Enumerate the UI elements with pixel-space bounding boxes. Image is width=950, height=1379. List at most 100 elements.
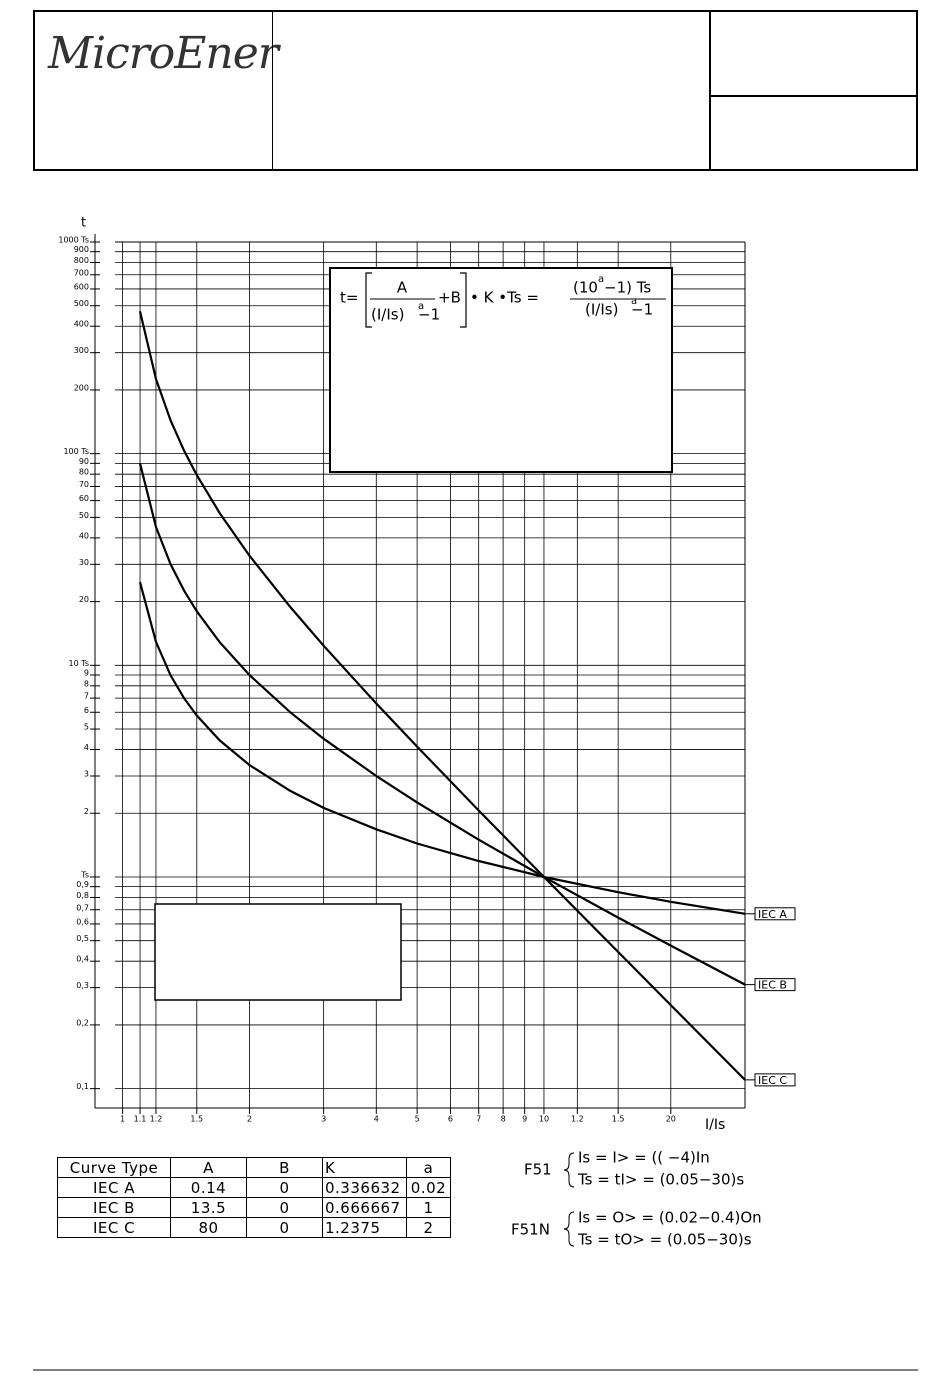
legend-label: IEC A (758, 908, 787, 921)
y-tick-label: 40 (79, 531, 89, 540)
setting-text: Ts = tI> = (0.05−30)s (577, 1171, 744, 1189)
formula-text: t= (340, 289, 358, 307)
table-cell: a (406, 1157, 451, 1178)
y-tick-label: 20 (79, 595, 89, 604)
y-tick-label: 3 (84, 769, 89, 778)
x-tick-label: 1.5 (190, 1115, 203, 1124)
table-row: IEC C 80 0 1.2375 2 (57, 1217, 451, 1238)
table-cell: 0 (246, 1177, 323, 1198)
formula-text: a (418, 301, 424, 312)
formula-text: −1 (631, 301, 653, 319)
y-tick-label: 30 (79, 558, 89, 567)
x-tick-label: 3 (321, 1115, 326, 1124)
table-row: IEC A 0.14 0 0.336632 0.02 (57, 1177, 451, 1198)
x-tick-label: 2 (247, 1115, 252, 1124)
x-tick-label: 10 (539, 1115, 549, 1124)
divider (709, 12, 711, 169)
x-tick-label: 1 (120, 1115, 125, 1124)
x-tick-label: 1.1 (134, 1115, 147, 1124)
y-tick-label: 8 (84, 679, 89, 688)
y-tick-label: 1000 Ts (58, 236, 89, 245)
table-cell: 0.02 (406, 1177, 451, 1198)
formula-text: a (631, 296, 637, 307)
curve (138, 310, 746, 1081)
table-cell: 0 (246, 1197, 323, 1218)
y-tick-label: 0,4 (76, 955, 89, 964)
table-cell: 0 (246, 1217, 323, 1238)
table-row: IEC B 13.5 0 0.666667 1 (57, 1197, 451, 1218)
table-cell: Curve Type (57, 1157, 171, 1178)
y-tick-label: 0,6 (76, 917, 89, 926)
legend-box (754, 907, 796, 921)
y-tick-label: 9 (84, 669, 89, 678)
logo: MicroEner (48, 28, 279, 79)
y-axis-label: t (81, 216, 86, 231)
x-tick-label: 1.2 (571, 1115, 584, 1124)
y-tick-label: 700 (74, 268, 89, 277)
y-tick-label: 0,7 (76, 903, 89, 912)
x-tick-label: 7 (476, 1115, 481, 1124)
y-tick-label: 6 (84, 706, 89, 715)
y-tick-label: 0,3 (76, 981, 89, 990)
table-cell: IEC B (57, 1197, 171, 1218)
formula-text: a (598, 274, 604, 285)
table-cell: 0.336632 (322, 1177, 407, 1198)
table-cell: IEC A (57, 1177, 171, 1198)
y-tick-label: Ts (80, 870, 89, 879)
y-tick-label: 800 (74, 256, 89, 265)
table-cell: IEC C (57, 1217, 171, 1238)
table-cell: 0.666667 (322, 1197, 407, 1218)
setting-label: F51N (511, 1221, 550, 1239)
formula-box (329, 267, 673, 473)
setting-text: Ts = tO> = (0.05−30)s (577, 1231, 752, 1249)
settings: F51 Is = I> = (( −4)In Ts = tI> = (0.05−… (511, 1149, 762, 1249)
y-tick-label: 0,5 (76, 934, 89, 943)
y-tick-label: 4 (84, 743, 89, 752)
y-tick-label: 400 (74, 320, 89, 329)
formula-text: (10 (573, 279, 598, 297)
curve (138, 581, 746, 915)
x-tick-label: 1.2 (150, 1115, 163, 1124)
y-tick-label: 90 (79, 457, 89, 466)
table-cell: 13.5 (170, 1197, 247, 1218)
x-tick-label: 9 (522, 1115, 527, 1124)
x-tick-label: 8 (501, 1115, 506, 1124)
formula-text: +B (438, 289, 461, 307)
note-box (154, 903, 402, 1001)
y-tick-label: 10 Ts (69, 659, 89, 668)
x-tick-label: 20 (666, 1115, 676, 1124)
formula-text: (I/Is) (585, 301, 618, 319)
brace (563, 1152, 575, 1188)
y-tick-label: 0,8 (76, 891, 89, 900)
y-tick-label: 0,1 (76, 1082, 89, 1091)
legend-box (754, 978, 796, 992)
formula-text: (I/Is) (371, 306, 404, 324)
table-cell: 1.2375 (322, 1217, 407, 1238)
table-cell: 1 (406, 1197, 451, 1218)
y-tick-label: 2 (84, 807, 89, 816)
y-tick-label: 100 Ts (63, 447, 89, 456)
formula-text: • K •Ts = (470, 289, 539, 307)
x-tick-label: 5 (415, 1115, 420, 1124)
setting-text: Is = O> = (0.02−0.4)On (578, 1209, 762, 1227)
y-tick-label: 60 (79, 494, 89, 503)
y-tick-label: 0,9 (76, 880, 89, 889)
header-box: MicroEner (33, 10, 918, 171)
y-tick-label: 0,2 (76, 1018, 89, 1027)
formula: t= A (I/Is) a −1 +B • K •Ts = (10 a −1) … (340, 272, 666, 328)
table-cell: 0.14 (170, 1177, 247, 1198)
y-tick-label: 70 (79, 480, 89, 489)
y-tick-label: 200 (74, 383, 89, 392)
y-tick-label: 600 (74, 282, 89, 291)
y-tick-label: 7 (84, 692, 89, 701)
y-tick-label: 500 (74, 299, 89, 308)
curve (138, 463, 746, 986)
x-tick-label: 6 (448, 1115, 453, 1124)
brace (563, 1211, 575, 1247)
setting-label: F51 (524, 1161, 552, 1179)
x-tick-label: 4 (374, 1115, 379, 1124)
y-tick-label: 50 (79, 511, 89, 520)
bracket (365, 272, 467, 328)
